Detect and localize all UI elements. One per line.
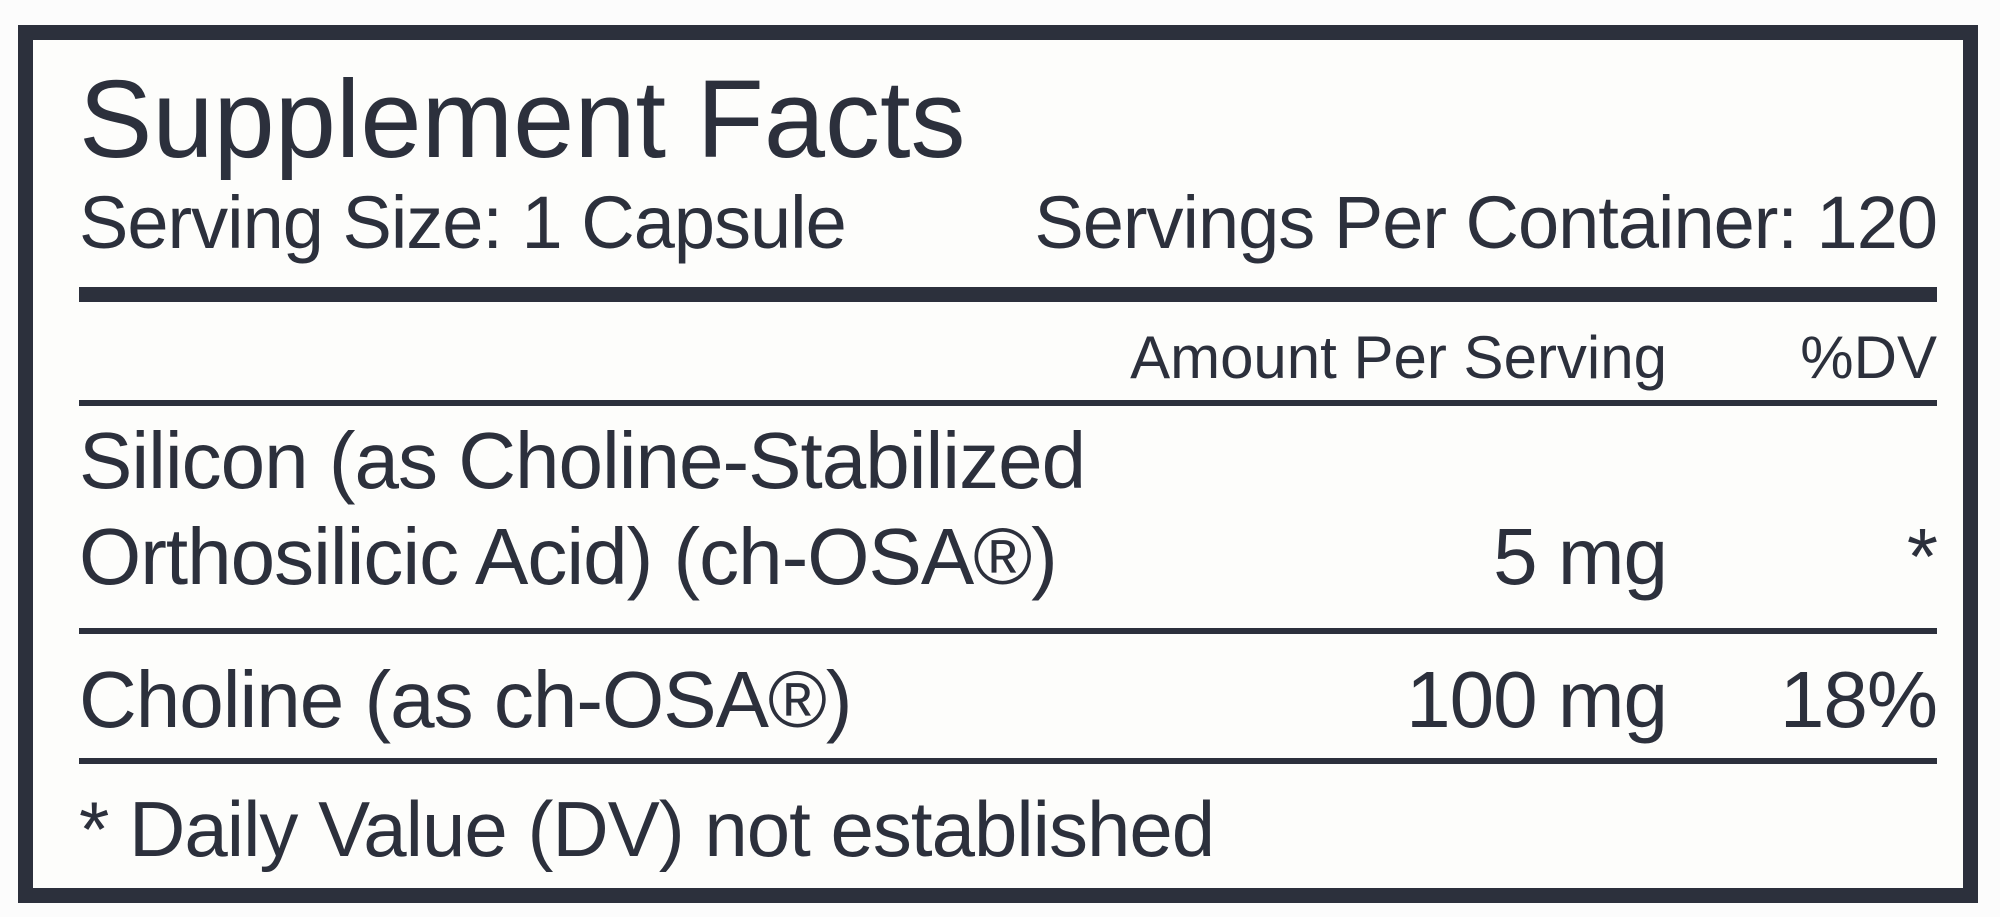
nutrient-row-choline: Choline (as ch-OSA®) 100 mg 18% [79,652,1938,748]
amount-per-serving-header: Amount Per Serving [1130,324,1667,391]
divider-thin-2 [79,628,1937,634]
nutrient-name-line: Orthosilicic Acid) (ch-OSA®) [79,512,1058,601]
nutrient-amount: 100 mg [1406,655,1668,744]
panel-inner: Supplement Facts Serving Size: 1 Capsule… [33,40,1963,888]
panel-title: Supplement Facts [79,58,966,181]
footnote: * Daily Value (DV) not established [79,785,1215,873]
column-header-row: Amount Per Serving %DV [79,324,1937,391]
nutrient-name-line: Silicon (as Choline-Stabilized [79,416,1086,505]
serving-size: Serving Size: 1 Capsule [79,181,847,264]
servings-per-container: Servings Per Container: 120 [1034,181,1938,264]
nutrient-name: Silicon (as Choline-Stabilized Orthosili… [79,413,1107,605]
divider-thick [79,287,1937,302]
nutrient-name: Choline (as ch-OSA®) [79,652,1107,748]
nutrient-dv: 18% [1779,655,1938,744]
divider-thin-3 [79,758,1937,764]
nutrient-row-silicon: Silicon (as Choline-Stabilized Orthosili… [79,413,1938,605]
supplement-facts-panel: Supplement Facts Serving Size: 1 Capsule… [18,25,1978,903]
nutrient-name-line: Choline (as ch-OSA®) [79,655,853,744]
nutrient-dv: * [1906,512,1938,601]
divider-thin-1 [79,400,1937,406]
serving-info-row: Serving Size: 1 Capsule Servings Per Con… [79,181,1938,265]
percent-dv-header: %DV [1800,324,1937,391]
nutrient-amount: 5 mg [1493,512,1668,601]
